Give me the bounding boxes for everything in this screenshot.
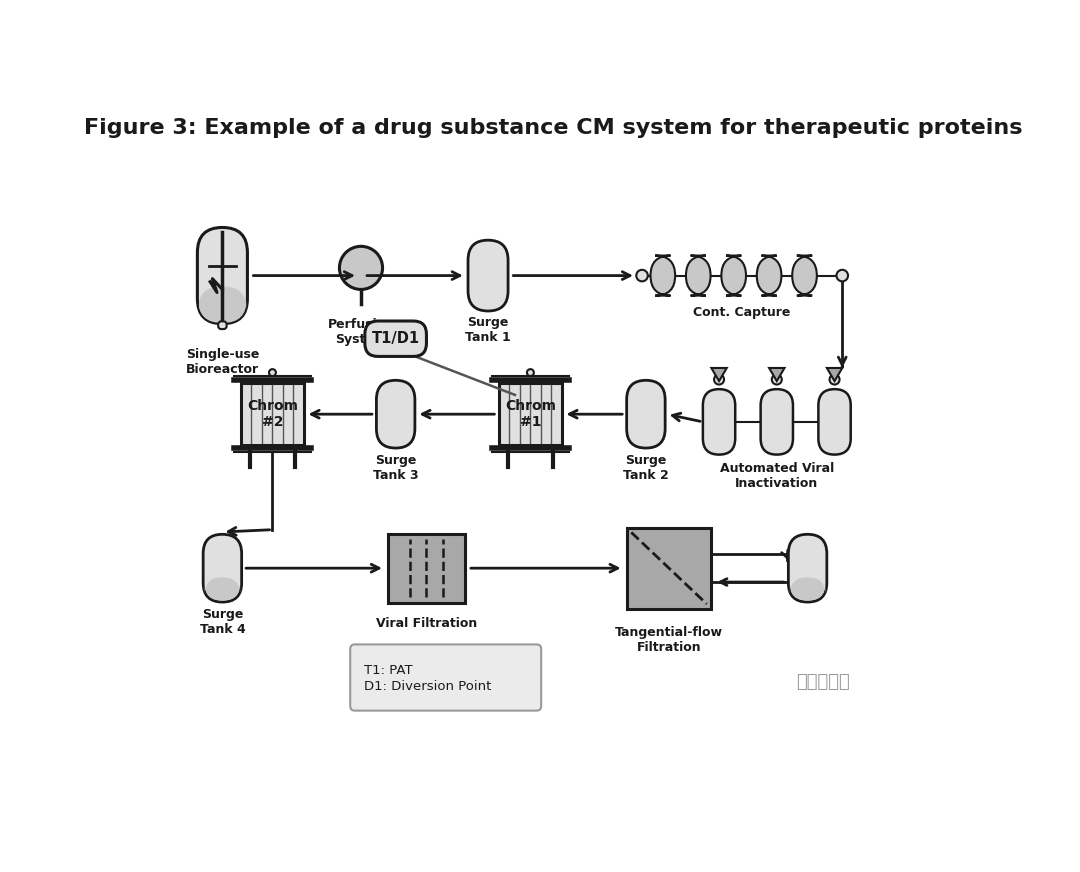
Bar	[499, 384, 562, 445]
Text: T1: PAT: T1: PAT	[364, 664, 413, 677]
FancyBboxPatch shape	[721, 255, 746, 296]
Bar	[388, 534, 465, 603]
FancyBboxPatch shape	[757, 255, 782, 296]
FancyBboxPatch shape	[650, 255, 675, 296]
Text: Surge
Tank 2: Surge Tank 2	[623, 454, 669, 482]
Circle shape	[636, 269, 648, 282]
Text: Single-use
Bioreactor: Single-use Bioreactor	[186, 348, 259, 377]
FancyBboxPatch shape	[788, 535, 827, 602]
FancyBboxPatch shape	[686, 255, 711, 296]
Text: 凯莱英药闻: 凯莱英药闻	[796, 673, 850, 691]
Text: T1/D1: T1/D1	[372, 331, 420, 346]
Text: Surge
Tank 1: Surge Tank 1	[465, 316, 511, 344]
FancyBboxPatch shape	[365, 321, 427, 357]
FancyBboxPatch shape	[760, 389, 793, 454]
Text: Tangential-flow
Filtration: Tangential-flow Filtration	[615, 625, 723, 653]
Text: Automated Viral
Inactivation: Automated Viral Inactivation	[719, 462, 834, 490]
Text: Cont. Capture: Cont. Capture	[693, 306, 791, 319]
Circle shape	[829, 375, 839, 385]
FancyBboxPatch shape	[198, 286, 246, 323]
FancyBboxPatch shape	[468, 240, 508, 311]
Text: Viral Filtration: Viral Filtration	[376, 617, 477, 630]
FancyBboxPatch shape	[703, 389, 735, 454]
Bar	[241, 384, 305, 445]
Circle shape	[772, 375, 782, 385]
Circle shape	[714, 375, 724, 385]
Bar	[626, 528, 712, 609]
Text: Surge
Tank 3: Surge Tank 3	[373, 454, 418, 482]
Text: D1: Diversion Point: D1: Diversion Point	[364, 680, 491, 693]
Text: Chrom
#1: Chrom #1	[504, 399, 556, 429]
Polygon shape	[769, 368, 784, 381]
Circle shape	[269, 369, 275, 376]
FancyBboxPatch shape	[205, 577, 240, 601]
FancyBboxPatch shape	[789, 577, 825, 601]
FancyBboxPatch shape	[350, 644, 541, 711]
FancyBboxPatch shape	[377, 380, 415, 448]
FancyBboxPatch shape	[203, 535, 242, 602]
FancyBboxPatch shape	[218, 322, 227, 329]
Text: Perfusion
System: Perfusion System	[327, 318, 394, 346]
Circle shape	[837, 269, 848, 282]
Circle shape	[527, 369, 534, 376]
Text: Figure 3: Example of a drug substance CM system for therapeutic proteins: Figure 3: Example of a drug substance CM…	[84, 118, 1023, 138]
Text: Surge
Tank 4: Surge Tank 4	[200, 609, 245, 637]
FancyBboxPatch shape	[626, 380, 665, 448]
Polygon shape	[827, 368, 842, 381]
Text: Chrom
#2: Chrom #2	[247, 399, 298, 429]
Polygon shape	[712, 368, 727, 381]
FancyBboxPatch shape	[198, 228, 247, 324]
FancyBboxPatch shape	[819, 389, 851, 454]
FancyBboxPatch shape	[793, 255, 816, 296]
Circle shape	[339, 246, 382, 290]
